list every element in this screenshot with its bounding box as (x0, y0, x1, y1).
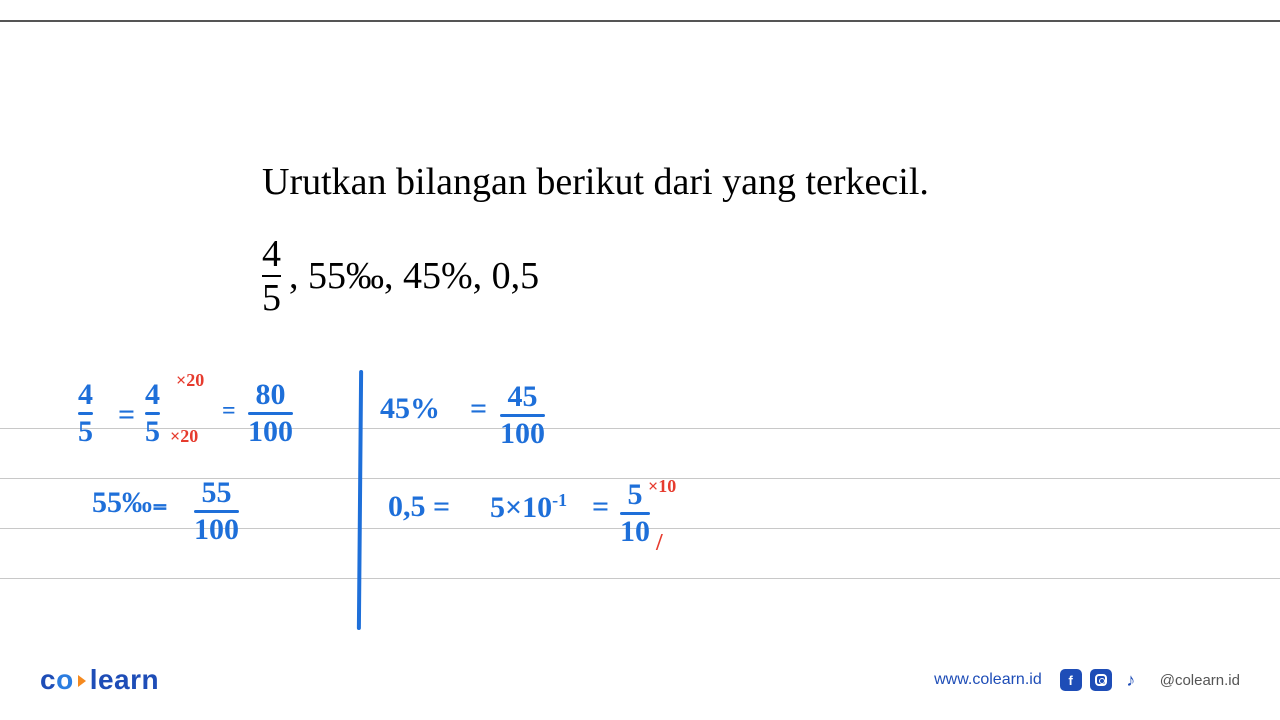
problem-title: Urutkan bilangan berikut dari yang terke… (262, 160, 929, 204)
work-frac-55-100: 55 100 (194, 478, 239, 545)
work-frac-5-10: 5 10 (620, 480, 650, 547)
facebook-icon[interactable]: f (1060, 669, 1082, 691)
work-45pct: 45% (380, 392, 440, 426)
tiktok-icon[interactable]: ♪ (1120, 669, 1142, 691)
work-frac-4-5: 4 5 (78, 380, 93, 447)
work-frac-4-5-b: 4 5 (145, 380, 160, 447)
social-icons: f ♪ (1060, 669, 1142, 691)
footer-right: www.colearn.id f ♪ @colearn.id (934, 669, 1240, 691)
equals-sign: = (592, 490, 609, 524)
fraction-denominator: 5 (262, 277, 281, 317)
social-handle: @colearn.id (1160, 672, 1240, 689)
work-55permille: 55‰₌ (92, 485, 168, 520)
mult-x10-top: ×10 (648, 476, 676, 497)
problem-rest: , 55‰, 45%, 0,5 (289, 254, 539, 298)
equals-sign: = (118, 398, 135, 432)
vertical-divider (357, 370, 363, 630)
footer: colearn www.colearn.id f ♪ @colearn.id (40, 664, 1240, 696)
logo-triangle-icon (78, 675, 86, 687)
equals-sign: = (222, 398, 236, 425)
instagram-icon[interactable] (1090, 669, 1112, 691)
footer-url[interactable]: www.colearn.id (934, 671, 1042, 689)
work-frac-80-100: 80 100 (248, 380, 293, 447)
problem-fraction: 4 5 (262, 235, 281, 317)
fraction-numerator: 4 (262, 235, 281, 275)
problem-values: 4 5 , 55‰, 45%, 0,5 (262, 235, 539, 317)
mult-x20-top: ×20 (176, 370, 204, 391)
top-border (0, 20, 1280, 22)
ruled-line (0, 578, 1280, 579)
work-frac-45-100: 45 100 (500, 382, 545, 449)
colearn-logo: colearn (40, 664, 159, 696)
partial-slash: / (656, 530, 663, 557)
equals-sign: = (470, 392, 487, 426)
mult-x20-bot: ×20 (170, 426, 198, 447)
work-5x10: 5×10-1 (490, 490, 567, 525)
work-0-5: 0,5 = (388, 490, 450, 524)
